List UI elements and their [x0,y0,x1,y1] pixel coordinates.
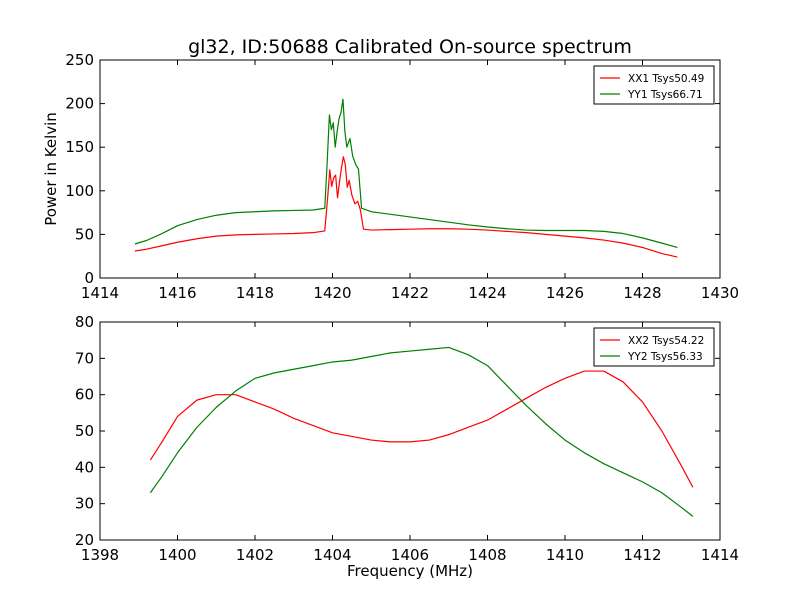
series-line-yy1 [134,98,678,249]
x-tick-label: 1398 [81,546,119,564]
y-tick-label: 50 [75,225,94,243]
y-tick-label: 60 [75,386,94,404]
x-tick-label: 1422 [391,284,429,302]
x-tick-label: 1410 [546,546,584,564]
bottom-panel: 1398 1400 1402 1404 1406 1408 1410 1412 1414 20 30… [75,313,739,580]
x-tick-label: 1424 [468,284,506,302]
y-tick-label: 70 [75,349,94,367]
y-tick-label: 150 [65,138,94,156]
legend-label: XX1 Tsys50.49 [628,73,704,85]
x-tick-label: 1408 [468,546,506,564]
y-tick-label: 200 [65,95,94,113]
x-tick-label: 1414 [701,546,739,564]
y-tick-label: 30 [75,495,94,513]
x-tick-label: 1420 [313,284,351,302]
legend: XX2 Tsys54.22 YY2 Tsys56.33 [593,327,715,367]
legend-label: YY2 Tsys56.33 [627,351,703,363]
chart-title: gl32, ID:50688 Calibrated On-source spec… [188,36,632,58]
series-line-yy2 [149,346,694,517]
y-tick-label: 20 [75,531,94,549]
series-line-xx2 [149,370,694,488]
x-tick-label: 1412 [623,546,661,564]
y-tick-label: 40 [75,458,94,476]
x-tick-label: 1418 [236,284,274,302]
y-tick-label: 50 [75,422,94,440]
legend-label: YY1 Tsys66.71 [627,89,703,101]
y-tick-label: 0 [84,269,94,287]
x-tick-label: 1428 [623,284,661,302]
legend-box [593,65,715,105]
x-tick-label: 1426 [546,284,584,302]
x-tick-label: 1400 [158,546,196,564]
legend-label: XX2 Tsys54.22 [628,335,704,347]
x-tick-label: 1402 [236,546,274,564]
series-line-xx1 [134,156,678,258]
x-tick-label: 1430 [701,284,739,302]
top-panel: 1414 1416 1418 1420 1422 1424 1426 1428 1430 0 50 1… [42,51,739,302]
y-tick-label: 100 [65,182,94,200]
x-tick-label: 1416 [158,284,196,302]
x-axis-label: Frequency (MHz) [347,562,473,580]
y-axis-label: Power in Kelvin [42,112,60,226]
y-tick-label: 80 [75,313,94,331]
y-tick-label: 250 [65,51,94,69]
x-tick-label: 1406 [391,546,429,564]
x-tick-label: 1414 [81,284,119,302]
legend-box [593,327,715,367]
x-tick-label: 1404 [313,546,351,564]
legend: XX1 Tsys50.49 YY1 Tsys66.71 [593,65,715,105]
